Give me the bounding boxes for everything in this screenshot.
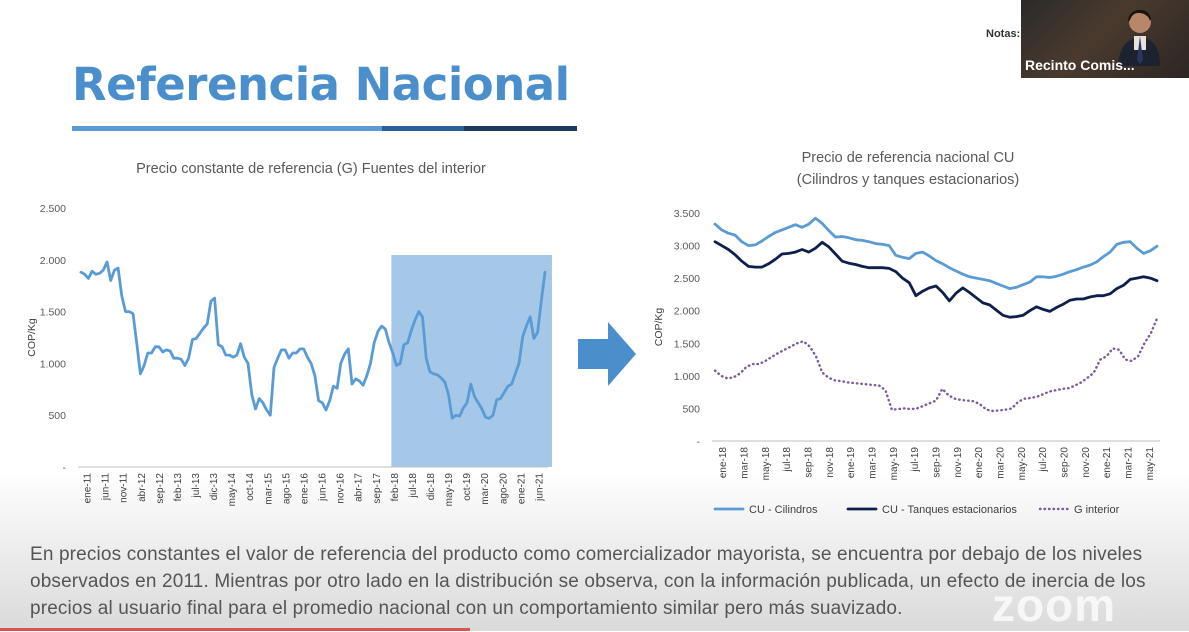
y-tick-label: 1.500: [674, 338, 700, 350]
x-tick-label: nov-19: [953, 447, 964, 478]
y-axis-label: COP/Kg: [653, 308, 665, 347]
x-tick-label: sep-19: [932, 447, 943, 478]
y-tick-label: 2.000: [674, 306, 700, 318]
x-tick-label: mar-21: [1124, 447, 1135, 479]
x-tick-label: ene-21: [516, 473, 527, 505]
legend-label: CU - Tanques estacionarios: [882, 504, 1017, 516]
slide-title: Referencia Nacional: [72, 58, 570, 111]
x-tick-label: sep-12: [155, 473, 166, 504]
y-tick-label: 1.000: [40, 358, 66, 370]
x-tick-label: abr-17: [354, 473, 365, 502]
y-tick-label: 500: [48, 410, 66, 422]
x-tick-label: ene-20: [974, 447, 985, 479]
right-arrow-icon: [578, 322, 636, 386]
x-tick-label: feb-18: [390, 473, 401, 502]
series-line-0: [79, 260, 547, 420]
x-tick-label: ago-15: [281, 473, 292, 505]
x-tick-label: may-18: [761, 447, 772, 481]
title-underline-dark: [464, 126, 577, 131]
x-tick-label: jul-19: [910, 447, 921, 473]
x-tick-label: jul-18: [408, 473, 419, 499]
zoom-watermark: zoom: [992, 579, 1117, 631]
x-tick-label: jul-13: [191, 473, 202, 499]
x-tick-label: ene-18: [718, 447, 729, 479]
x-tick-label: ene-16: [299, 473, 310, 505]
bottom-gradient: [0, 470, 1189, 631]
x-tick-label: may-19: [444, 473, 455, 507]
x-tick-label: mar-18: [740, 447, 751, 479]
notes-label: Notas:: [986, 28, 1021, 40]
chart-subtitle: (Cilindros y tanques estacionarios): [797, 172, 1019, 188]
x-tick-label: ene-21: [1102, 447, 1113, 479]
x-tick-label: ago-20: [498, 473, 509, 505]
x-tick-label: sep-17: [372, 473, 383, 504]
y-axis-label: COP/Kg: [26, 318, 38, 357]
x-tick-label: oct-14: [245, 473, 256, 501]
chart-precio-referencia-cu: Precio de referencia nacional CU (Cilindr…: [653, 150, 1160, 516]
x-tick-label: nov-11: [119, 473, 130, 503]
y-tick-label: 3.000: [674, 241, 700, 253]
chart-title: Precio de referencia nacional CU: [802, 150, 1015, 166]
series-line-0: [713, 216, 1159, 291]
y-tick-label: 2.500: [674, 273, 700, 285]
x-tick-label: ene-11: [83, 473, 94, 504]
x-tick-label: mar-20: [480, 473, 491, 505]
x-tick-label: sep-18: [804, 447, 815, 478]
screen-share-indicator-bar: [0, 628, 470, 631]
x-tick-label: nov-16: [336, 473, 347, 504]
x-tick-label: dic-13: [209, 473, 220, 501]
y-tick-label: 2.500: [40, 203, 66, 215]
x-tick-label: mar-15: [263, 473, 274, 505]
x-tick-label: may-19: [889, 447, 900, 481]
x-tick-label: sep-20: [1060, 447, 1071, 478]
x-tick-label: ene-19: [846, 447, 857, 479]
x-tick-label: may-14: [227, 473, 238, 507]
x-tick-label: may-20: [1017, 447, 1028, 481]
series-line-2: [713, 317, 1159, 413]
y-tick-label: 1.500: [40, 307, 66, 319]
title-underline-mid: [382, 126, 464, 131]
participant-video-tile[interactable]: Recinto Comis...: [1021, 0, 1189, 78]
legend-label: CU - Cilindros: [749, 504, 818, 516]
highlight-band: [391, 255, 552, 467]
y-tick-label: 3.500: [674, 208, 700, 220]
x-tick-label: dic-18: [426, 473, 437, 501]
x-tick-label: may-21: [1145, 447, 1156, 481]
x-tick-label: nov-18: [825, 447, 836, 478]
y-tick-label: -: [63, 462, 67, 474]
y-tick-label: 2.000: [40, 255, 66, 267]
chart-precio-constante: Precio constante de referencia (G) Fuent…: [26, 161, 552, 507]
x-tick-label: jun-21: [534, 473, 545, 502]
x-tick-label: jul-20: [1038, 447, 1049, 473]
x-tick-label: jul-18: [782, 447, 793, 473]
y-tick-label: 1.000: [674, 371, 700, 383]
title-underline-light: [72, 126, 382, 131]
x-tick-label: jun-11: [101, 473, 112, 501]
slide-body-text: En precios constantes el valor de refere…: [30, 544, 1146, 619]
participant-silhouette-icon: [1118, 9, 1160, 66]
series-line-1: [713, 240, 1159, 319]
x-tick-label: mar-19: [868, 447, 879, 479]
x-tick-label: oct-19: [462, 473, 473, 501]
x-tick-label: jun-16: [318, 473, 329, 502]
x-tick-label: abr-12: [137, 473, 148, 502]
y-tick-label: 500: [682, 403, 700, 415]
chart-title: Precio constante de referencia (G) Fuent…: [136, 161, 486, 177]
x-tick-label: feb-13: [173, 473, 184, 502]
legend-label: G interior: [1074, 504, 1120, 516]
x-tick-label: nov-20: [1081, 447, 1092, 478]
y-tick-label: -: [697, 436, 701, 448]
participant-name: Recinto Comis...: [1025, 57, 1135, 73]
x-tick-label: mar-20: [996, 447, 1007, 479]
